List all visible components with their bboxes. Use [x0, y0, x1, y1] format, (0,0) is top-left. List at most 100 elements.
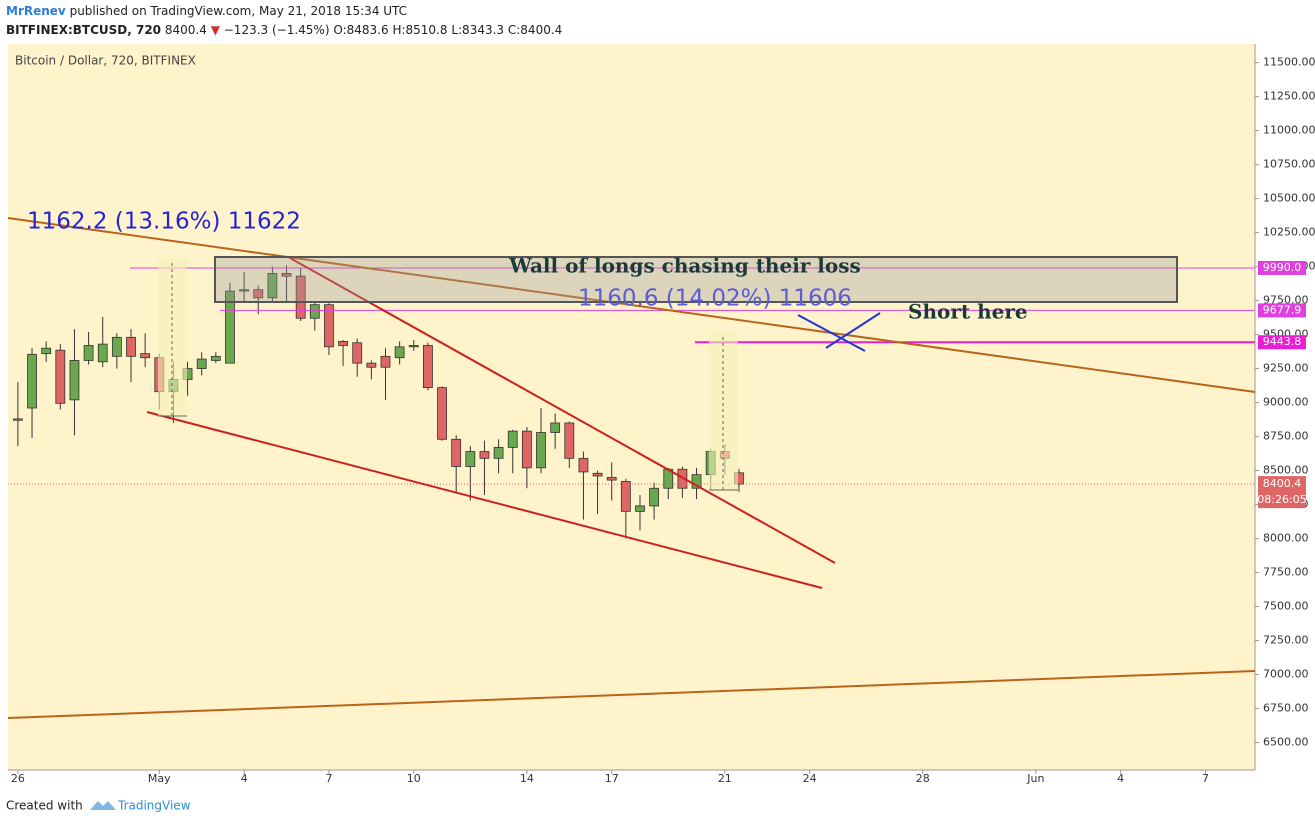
- x-tick-label: 4: [1117, 772, 1124, 785]
- header-line2: BITFINEX:BTCUSD, 720 8400.4 ▼ −123.3 (−1…: [6, 23, 562, 37]
- y-tick-label: 10750.00: [1263, 158, 1315, 171]
- candle-body: [281, 272, 292, 277]
- x-mark: [825, 312, 881, 349]
- wall-box: [214, 256, 1178, 303]
- trend-line: [289, 257, 836, 564]
- footer-text: Created with: [6, 799, 83, 813]
- candle-body: [97, 343, 108, 363]
- y-tick-label: 7500.00: [1263, 600, 1309, 613]
- x-mark: [797, 314, 866, 352]
- candle-body: [55, 349, 66, 404]
- annotation: Wall of longs chasing their loss: [508, 254, 861, 278]
- level-label: 9443.8: [1263, 335, 1302, 348]
- candle-body: [408, 345, 419, 348]
- y-tick-label: 8000.00: [1263, 532, 1309, 545]
- x-tick-label: 21: [718, 772, 732, 785]
- candle-body: [380, 355, 391, 368]
- y-tick-label: 11250.00: [1263, 90, 1315, 103]
- x-tick-label: 10: [407, 772, 421, 785]
- candle-body: [507, 430, 518, 448]
- x-tick-label: 7: [1202, 772, 1209, 785]
- y-tick-label: 7000.00: [1263, 668, 1309, 681]
- x-tick-label: 14: [520, 772, 534, 785]
- candle-body: [620, 481, 631, 512]
- candle-body: [140, 353, 151, 359]
- trend-line: [7, 670, 1256, 719]
- candle-body: [267, 272, 278, 299]
- level-label: 9990.0: [1263, 261, 1302, 274]
- x-tick-label: 24: [803, 772, 817, 785]
- candle-body: [550, 422, 561, 433]
- candle-body: [691, 474, 702, 489]
- y-tick-label: 11500.00: [1263, 56, 1315, 69]
- chart-title: Bitcoin / Dollar, 720, BITFINEX: [15, 54, 196, 68]
- candle-body: [564, 422, 575, 459]
- candle-body: [83, 345, 94, 361]
- last-price-label: 8400.4: [1263, 477, 1302, 490]
- measure-label: 1162.2 (13.16%) 11622: [27, 209, 301, 235]
- y-tick-label: 9750.00: [1263, 294, 1309, 307]
- candle-body: [465, 451, 476, 467]
- y-tick-label: 9000.00: [1263, 396, 1309, 409]
- y-tick-label: 8500.00: [1263, 464, 1309, 477]
- trend-line: [7, 217, 1256, 393]
- level-badge: [1258, 303, 1306, 318]
- candle-body: [536, 432, 546, 469]
- level-badge: [1258, 260, 1306, 275]
- candle-body: [196, 358, 207, 369]
- y-tick-label: 9250.00: [1263, 362, 1309, 375]
- candle-body: [352, 342, 363, 364]
- x-tick-label: 7: [325, 772, 332, 785]
- candle-body: [635, 505, 645, 512]
- countdown: 08:26:05: [1257, 493, 1306, 506]
- drawings: 1162.2 (13.16%) 11622 1160.6 (14.02%) 11…: [7, 209, 1256, 719]
- candle-body: [493, 447, 504, 459]
- x-tick-label: May: [148, 772, 171, 785]
- plot-bg: [8, 44, 1255, 770]
- level-badge: [1258, 335, 1306, 350]
- candle-body: [578, 457, 589, 473]
- candle-body: [69, 360, 80, 401]
- candle-body: [295, 275, 306, 319]
- candle-body: [366, 362, 377, 368]
- candle-body: [479, 451, 490, 459]
- header-line1: MrRenev published on TradingView.com, Ma…: [6, 4, 407, 18]
- candle-body: [126, 336, 136, 357]
- candle-body: [451, 438, 462, 467]
- y-tick-label: 6750.00: [1263, 702, 1309, 715]
- x-tick-label: 26: [11, 772, 25, 785]
- candle-body: [606, 476, 617, 481]
- y-tick-label: 8750.00: [1263, 430, 1309, 443]
- candle-body: [41, 347, 52, 355]
- candle-body: [111, 336, 122, 357]
- y-tick-label: 10250.00: [1263, 226, 1315, 239]
- measure-label: 1160.6 (14.02%) 11606: [578, 286, 852, 312]
- candle-body: [423, 345, 433, 389]
- y-tick-label: 7250.00: [1263, 634, 1309, 647]
- candle-body: [338, 340, 348, 346]
- candle-body: [239, 289, 250, 292]
- candle-body: [27, 353, 37, 409]
- y-tick-label: 11000.00: [1263, 124, 1315, 137]
- trend-line: [146, 411, 823, 589]
- candle-body: [324, 304, 334, 348]
- x-tick-label: 17: [605, 772, 619, 785]
- footer-brand: TradingView: [117, 799, 191, 813]
- level-label: 9677.9: [1263, 303, 1302, 316]
- candle-body: [437, 387, 447, 440]
- y-tick-label: 6500.00: [1263, 736, 1309, 749]
- logo: [90, 801, 116, 810]
- candle-body: [225, 290, 235, 364]
- candle-body: [309, 304, 320, 319]
- candle-body: [521, 430, 532, 469]
- x-tick-label: 28: [916, 772, 930, 785]
- candle-body: [592, 472, 603, 477]
- candle-body: [649, 487, 660, 507]
- last-price-badge: [1258, 476, 1306, 509]
- annotation: Short here: [908, 300, 1028, 324]
- candle-body: [210, 355, 221, 361]
- x-tick-label: 4: [241, 772, 248, 785]
- candle-body: [253, 289, 264, 299]
- y-tick-label: 7750.00: [1263, 566, 1309, 579]
